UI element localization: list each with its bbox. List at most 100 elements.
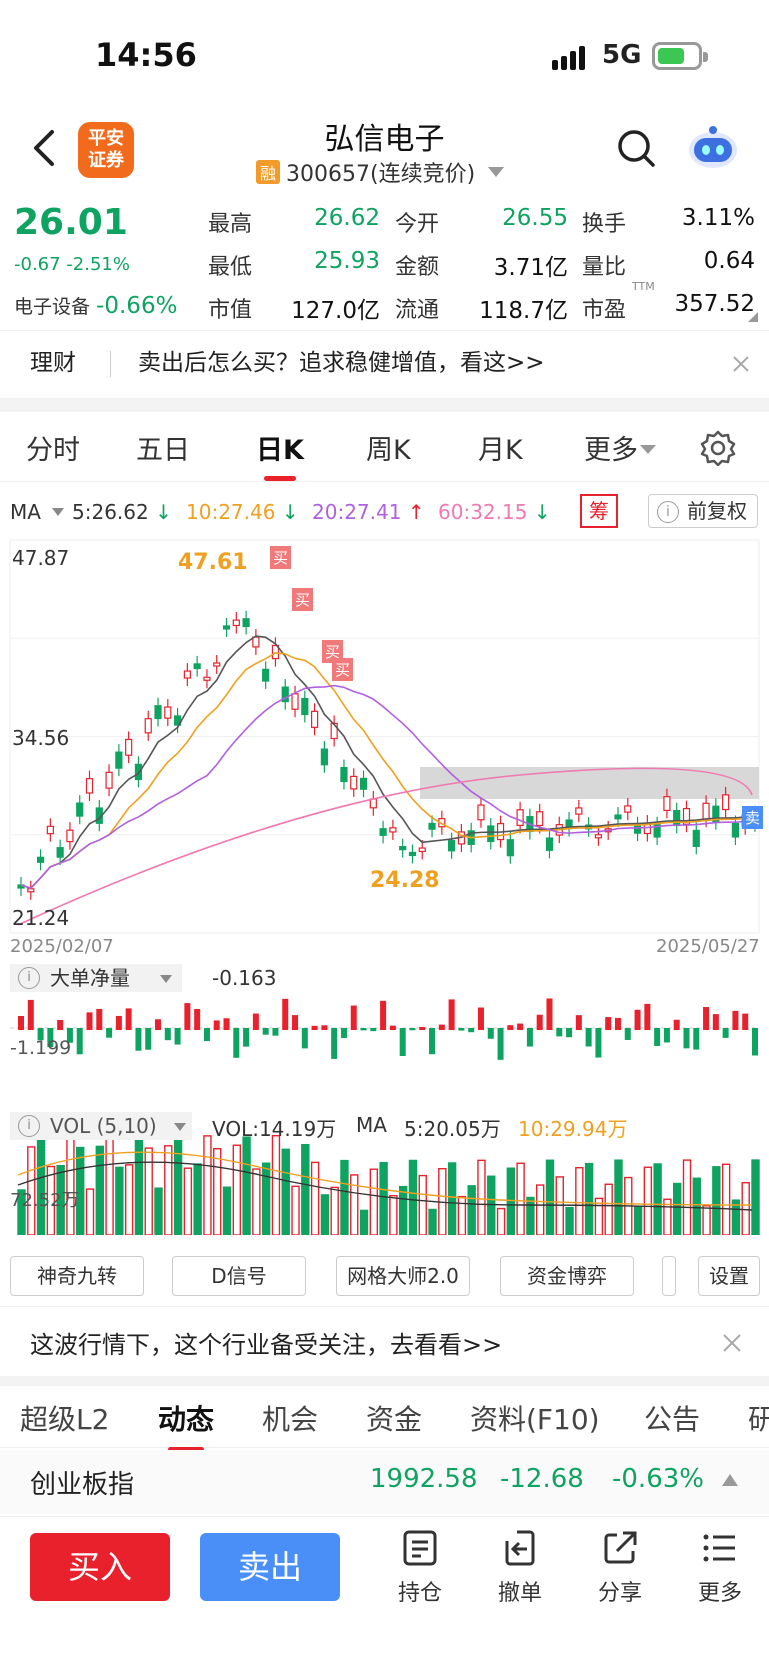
flow-bar (331, 1028, 338, 1059)
index-ticker[interactable]: 创业板指 1992.58 -12.68 -0.63% (0, 1450, 769, 1514)
volume-value: VOL:14.19万 (212, 1117, 337, 1141)
positions-button[interactable]: 持仓 (390, 1529, 450, 1607)
candle (408, 851, 417, 857)
quote-label: 金额 (395, 255, 440, 280)
flow-bar (76, 1028, 83, 1055)
volume-bar (506, 1167, 516, 1235)
volume-bar (389, 1195, 398, 1235)
cancel-order-button[interactable]: 撤单 (490, 1529, 550, 1607)
ma-legend[interactable]: MA 5:26.62 ↓ 10:27.46 ↓ 20:27.41 ↑ 60:32… (0, 492, 769, 532)
volume-bar (222, 1186, 232, 1235)
quote-label: 市盈 (582, 298, 627, 323)
flow-bar (575, 1015, 582, 1030)
robot-assistant-icon[interactable] (686, 124, 740, 170)
flow-bar (272, 1028, 279, 1036)
promo-banner-2[interactable]: 这波行情下，这个行业备受关注，去看看>> (0, 1306, 769, 1376)
flow-bar (429, 1028, 436, 1055)
tab-monthly-k[interactable]: 月K (478, 435, 523, 466)
candle (399, 846, 407, 851)
flow-bar (742, 1013, 749, 1030)
tab-news[interactable]: 动态 (158, 1398, 214, 1452)
flow-bar (419, 1026, 426, 1030)
cancel-order-icon (505, 1530, 535, 1566)
volume-bar (144, 1147, 153, 1235)
ma5-value: 5:26.62 ↓ (72, 500, 172, 524)
share-button[interactable]: 分享 (590, 1529, 650, 1607)
more-label: 更多 (697, 1581, 742, 1606)
flow-bar (311, 1025, 318, 1030)
flow-bar (145, 1028, 152, 1050)
promo-banner[interactable]: 理财 卖出后怎么买？追求稳健增值，看这>> (0, 330, 769, 398)
adjust-mode-button[interactable]: i 前复权 (648, 494, 758, 528)
cancel-order-label: 撤单 (497, 1581, 542, 1606)
candle (340, 766, 348, 783)
tab-daily-k[interactable]: 日K (256, 428, 304, 481)
candle (722, 794, 730, 811)
volume-indicator-selector[interactable]: i VOL (5,10) (10, 1112, 192, 1140)
tool-button[interactable]: 资金博弈 (500, 1256, 634, 1296)
tab-weekly-k[interactable]: 周K (366, 435, 411, 466)
flow-bar (497, 1028, 504, 1060)
chip-distribution-button[interactable]: 筹 (580, 494, 618, 528)
candle (301, 697, 309, 716)
volume-bar (124, 1164, 134, 1235)
tool-button-partial[interactable] (662, 1256, 676, 1296)
sell-button[interactable]: 卖出 (200, 1533, 340, 1601)
close-icon[interactable] (722, 1333, 742, 1353)
candle (624, 805, 632, 813)
tab-wuri[interactable]: 五日 (136, 435, 190, 466)
quote-value: 26.55 (502, 205, 568, 231)
arrow-down-icon: ↓ (155, 500, 172, 524)
flow-indicator-selector[interactable]: i 大单净量 (10, 964, 182, 992)
volume-bar (477, 1159, 486, 1235)
tab-funds[interactable]: 资金 (366, 1403, 423, 1436)
tab-announcements[interactable]: 公告 (644, 1403, 701, 1436)
index-value: 1992.58 (370, 1464, 478, 1494)
candle (692, 829, 700, 847)
tab-research[interactable]: 研 (748, 1403, 769, 1436)
logo-text-top: 平安 (88, 128, 124, 149)
volume-bar (673, 1182, 682, 1235)
candle (271, 644, 280, 660)
buy-button[interactable]: 买入 (30, 1533, 170, 1601)
status-bar: 14:56 5G (0, 0, 769, 110)
quote-value: 25.93 (314, 248, 380, 274)
volume-bar (105, 1135, 114, 1235)
industry-change[interactable]: 电子设备 -0.66% (14, 292, 177, 319)
settings-button[interactable]: 设置 (698, 1256, 760, 1296)
volume-bar (56, 1164, 65, 1235)
tab-super-l2[interactable]: 超级L2 (20, 1403, 110, 1436)
back-arrow-icon[interactable] (28, 128, 64, 168)
volume-bar (320, 1194, 330, 1235)
volume-bar (173, 1136, 183, 1235)
stock-code-selector[interactable]: 融 300657(连续竞价) (256, 156, 505, 188)
tool-button[interactable]: 神奇九转 (10, 1256, 144, 1296)
banner-tag: 理财 (30, 350, 76, 376)
kline-chart[interactable] (0, 535, 769, 1235)
flow-bar (634, 1009, 641, 1030)
flow-bar (644, 1003, 651, 1030)
tab-more[interactable]: 更多 (584, 428, 656, 467)
more-button[interactable]: 更多 (690, 1529, 750, 1607)
corner-triangle-icon (748, 312, 758, 322)
volume-bar (663, 1198, 672, 1235)
tab-f10[interactable]: 资料(F10) (470, 1403, 600, 1436)
flow-bar (223, 1018, 230, 1030)
industry-label: 电子设备 (14, 296, 91, 318)
close-icon[interactable] (732, 355, 750, 373)
tool-button[interactable]: D信号 (172, 1256, 306, 1296)
gear-icon[interactable] (700, 430, 736, 466)
search-icon[interactable] (616, 128, 656, 168)
tool-button[interactable]: 网格大师2.0 (336, 1256, 470, 1296)
candle (418, 847, 426, 853)
flow-bar (262, 1028, 269, 1035)
volume-bar (369, 1168, 379, 1235)
tab-fenshi[interactable]: 分时 (26, 435, 80, 466)
flow-bar (18, 1016, 24, 1030)
flow-bar (203, 1028, 210, 1042)
broker-logo[interactable]: 平安 证券 (78, 122, 134, 178)
volume-bar (545, 1159, 555, 1235)
tab-opportunity[interactable]: 机会 (262, 1403, 319, 1436)
caret-down-icon (160, 975, 172, 983)
